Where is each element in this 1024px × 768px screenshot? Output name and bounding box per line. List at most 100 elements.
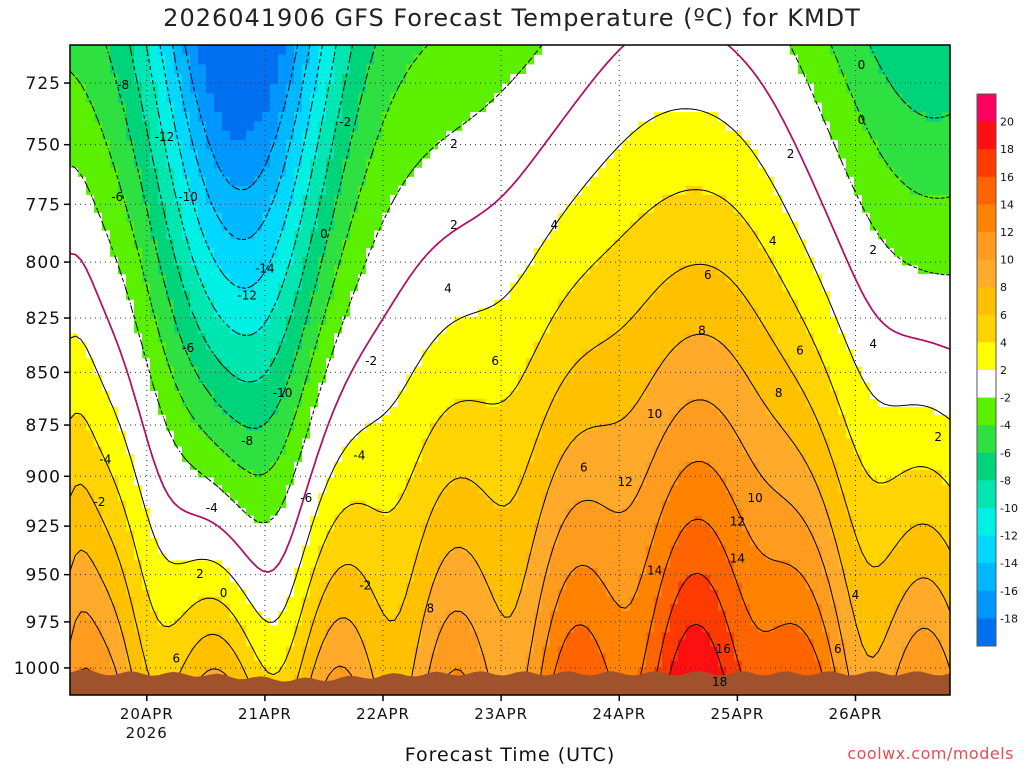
field-cell [526,316,535,326]
field-cell [326,158,335,169]
field-cell [310,333,319,343]
field-cell [502,274,511,284]
field-cell [102,54,111,66]
field-cell [462,632,471,641]
field-cell [262,185,271,196]
field-cell [278,414,287,424]
field-cell [190,430,199,440]
field-cell [278,265,287,275]
field-cell [542,374,551,384]
field-cell [310,64,319,75]
field-cell [262,462,271,471]
field-cell [230,618,239,626]
field-cell [70,325,79,334]
field-cell [318,523,327,532]
field-cell [78,74,87,85]
field-cell [462,390,471,400]
field-cell [406,333,415,343]
field-cell [558,149,567,160]
field-cell [358,74,367,85]
field-cell [94,552,103,561]
field-cell [438,515,447,524]
field-cell [422,140,431,150]
field-cell [238,523,247,532]
field-cell [478,574,487,583]
field-cell [174,212,183,223]
field-cell [302,438,311,448]
field-cell [246,176,255,187]
field-cell [246,333,255,343]
field-cell [494,438,503,448]
field-cell [382,112,391,123]
field-cell [94,462,103,471]
field-cell [550,523,559,532]
field-cell [518,230,527,240]
field-cell [70,430,79,440]
field-cell [478,93,487,104]
field-cell [118,248,127,258]
field-cell [350,158,359,169]
field-cell [430,618,439,626]
field-cell [222,589,231,598]
field-cell [270,203,279,214]
field-cell [206,374,215,384]
field-cell [382,333,391,343]
field-cell [358,248,367,258]
field-cell [422,316,431,326]
field-cell [86,316,95,326]
field-cell [94,632,103,641]
field-cell [230,414,239,424]
field-cell [462,660,471,669]
field-cell [206,603,215,612]
field-cell [102,158,111,169]
field-cell [454,446,463,455]
field-cell [302,454,311,463]
field-cell [550,406,559,416]
field-cell [518,221,527,232]
field-cell [262,560,271,569]
field-cell [334,333,343,343]
field-cell [398,406,407,416]
field-cell [198,639,207,648]
field-cell [342,508,351,517]
field-cell [86,422,95,432]
field-cell [310,256,319,267]
field-cell [502,574,511,583]
field-cell [254,194,263,205]
field-cell [526,567,535,576]
field-cell [142,333,151,343]
field-cell [118,430,127,440]
field-cell [526,625,535,634]
field-cell [446,438,455,448]
field-cell [534,212,543,223]
field-cell [526,398,535,408]
field-cell [302,274,311,284]
field-cell [166,454,175,463]
field-cell [422,582,431,591]
field-cell [238,462,247,471]
field-cell [326,639,335,648]
field-cell [438,194,447,205]
field-cell [462,64,471,75]
field-cell [382,611,391,619]
field-cell [254,574,263,583]
field-cell [182,64,191,75]
field-cell [342,611,351,619]
field-cell [526,325,535,334]
field-cell [430,282,439,292]
field-cell [174,515,183,524]
field-cell [342,185,351,196]
field-cell [262,545,271,554]
field-cell [110,462,119,471]
field-cell [118,45,127,56]
field-cell [558,390,567,400]
field-cell [246,508,255,517]
field-cell [486,477,495,486]
field-cell [110,596,119,605]
field-cell [470,414,479,424]
field-cell [310,653,319,662]
field-cell [286,406,295,416]
field-cell [302,398,311,408]
field-cell [78,325,87,334]
